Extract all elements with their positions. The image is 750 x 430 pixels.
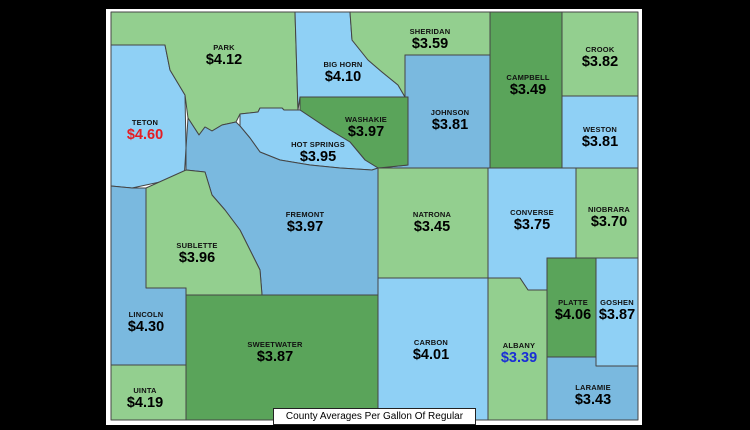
county-price: $4.10: [324, 69, 362, 85]
county-name: HOT SPRINGS: [291, 140, 345, 149]
label-sublette: SUBLETTE $3.96: [176, 241, 217, 267]
county-price: $3.81: [581, 134, 619, 150]
county-name: GOSHEN: [600, 298, 634, 307]
label-carbon: CARBON $4.01: [413, 338, 449, 364]
label-albany: ALBANY $3.39: [501, 341, 537, 367]
county-price: $4.60: [126, 127, 164, 143]
county-name: NIOBRARA: [587, 205, 631, 214]
county-name: CONVERSE: [510, 208, 554, 217]
label-lincoln: LINCOLN $4.30: [128, 310, 164, 336]
county-price: $3.39: [500, 350, 538, 366]
county-price: $3.87: [598, 307, 636, 323]
label-sweetwater: SWEETWATER $3.87: [247, 340, 302, 366]
county-price: $3.43: [574, 392, 612, 408]
label-big-horn: BIG HORN $4.10: [323, 60, 362, 86]
county-price: $3.75: [513, 217, 551, 233]
county-name: CAMPBELL: [506, 73, 550, 82]
county-name: WASHAKIE: [344, 115, 388, 124]
label-teton: TETON $4.60: [127, 118, 163, 144]
county-price: $3.49: [509, 82, 547, 98]
label-uinta: UINTA $4.19: [127, 386, 163, 412]
county-name: FREMONT: [285, 210, 325, 219]
county-price: $4.12: [205, 52, 243, 68]
county-price: $4.30: [127, 319, 165, 335]
county-price: $3.95: [299, 149, 337, 165]
county-price: $3.96: [178, 250, 216, 266]
county-price: $4.01: [412, 347, 450, 363]
label-platte: PLATTE $4.06: [555, 298, 591, 324]
county-price: $3.87: [256, 349, 294, 365]
label-campbell: CAMPBELL $3.49: [506, 73, 549, 99]
county-price: $4.06: [554, 307, 592, 323]
county-price: $3.97: [286, 219, 324, 235]
label-washakie: WASHAKIE $3.97: [345, 115, 387, 141]
label-sheridan: SHERIDAN $3.59: [410, 27, 451, 53]
label-fremont: FREMONT $3.97: [286, 210, 324, 236]
label-laramie: LARAMIE $3.43: [575, 383, 611, 409]
county-name: LARAMIE: [575, 383, 611, 392]
county-name: TETON: [131, 118, 159, 127]
label-hot-springs: HOT SPRINGS $3.95: [291, 140, 345, 166]
label-converse: CONVERSE $3.75: [510, 208, 554, 234]
county-name: CROOK: [585, 45, 615, 54]
county-name: JOHNSON: [430, 108, 470, 117]
county-name: LINCOLN: [128, 310, 164, 319]
county-name: SUBLETTE: [176, 241, 218, 250]
county-price: $3.97: [347, 124, 385, 140]
label-goshen: GOSHEN $3.87: [599, 298, 635, 324]
county-price: $3.70: [590, 214, 628, 230]
label-park: PARK $4.12: [206, 43, 242, 69]
county-name: NATRONA: [412, 210, 452, 219]
county-name: CARBON: [413, 338, 449, 347]
county-price: $3.81: [431, 117, 469, 133]
county-name: WESTON: [583, 125, 617, 134]
label-natrona: NATRONA $3.45: [413, 210, 451, 236]
county-name: UINTA: [133, 386, 157, 395]
label-johnson: JOHNSON $3.81: [431, 108, 470, 134]
county-price: $4.19: [126, 395, 164, 411]
county-uinta: [110, 364, 187, 421]
county-name: PARK: [213, 43, 235, 52]
county-name: BIG HORN: [323, 60, 363, 69]
map-caption: County Averages Per Gallon Of Regular: [273, 408, 476, 425]
label-niobrara: NIOBRARA $3.70: [588, 205, 630, 231]
county-name: SWEETWATER: [247, 340, 303, 349]
county-name: PLATTE: [558, 298, 588, 307]
county-price: $3.45: [413, 219, 451, 235]
county-price: $3.82: [581, 54, 619, 70]
county-price: $3.59: [411, 36, 449, 52]
label-crook: CROOK $3.82: [582, 45, 618, 71]
county-name: ALBANY: [502, 341, 536, 350]
county-name: SHERIDAN: [409, 27, 451, 36]
label-weston: WESTON $3.81: [582, 125, 618, 151]
